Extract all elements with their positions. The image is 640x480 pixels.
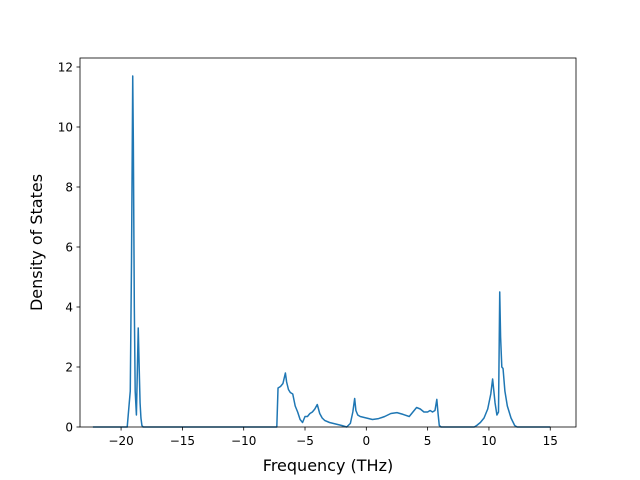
x-tick-label: −15	[170, 434, 195, 448]
x-tick-label: −5	[296, 434, 314, 448]
y-tick-label: 8	[65, 180, 73, 194]
x-tick-label: −20	[108, 434, 133, 448]
x-tick-label: 15	[543, 434, 558, 448]
y-tick-label: 0	[65, 420, 73, 434]
axes-frame	[79, 57, 577, 428]
y-axis-label: Density of States	[27, 174, 46, 311]
y-tick-label: 6	[65, 240, 73, 254]
y-tick-label: 2	[65, 360, 73, 374]
x-tick-label: 10	[481, 434, 496, 448]
y-tick-label: 10	[58, 120, 73, 134]
x-tick-label: −10	[231, 434, 256, 448]
x-tick-label: 0	[362, 434, 370, 448]
y-tick-label: 12	[58, 60, 73, 74]
x-axis-label: Frequency (THz)	[263, 456, 393, 475]
y-tick-label: 4	[65, 300, 73, 314]
x-axis-ticks: −20 −15 −10 −5 0 5 10 15	[108, 427, 558, 448]
x-tick-label: 5	[424, 434, 432, 448]
y-axis-ticks: 0 2 4 6 8 10 12	[58, 60, 80, 434]
